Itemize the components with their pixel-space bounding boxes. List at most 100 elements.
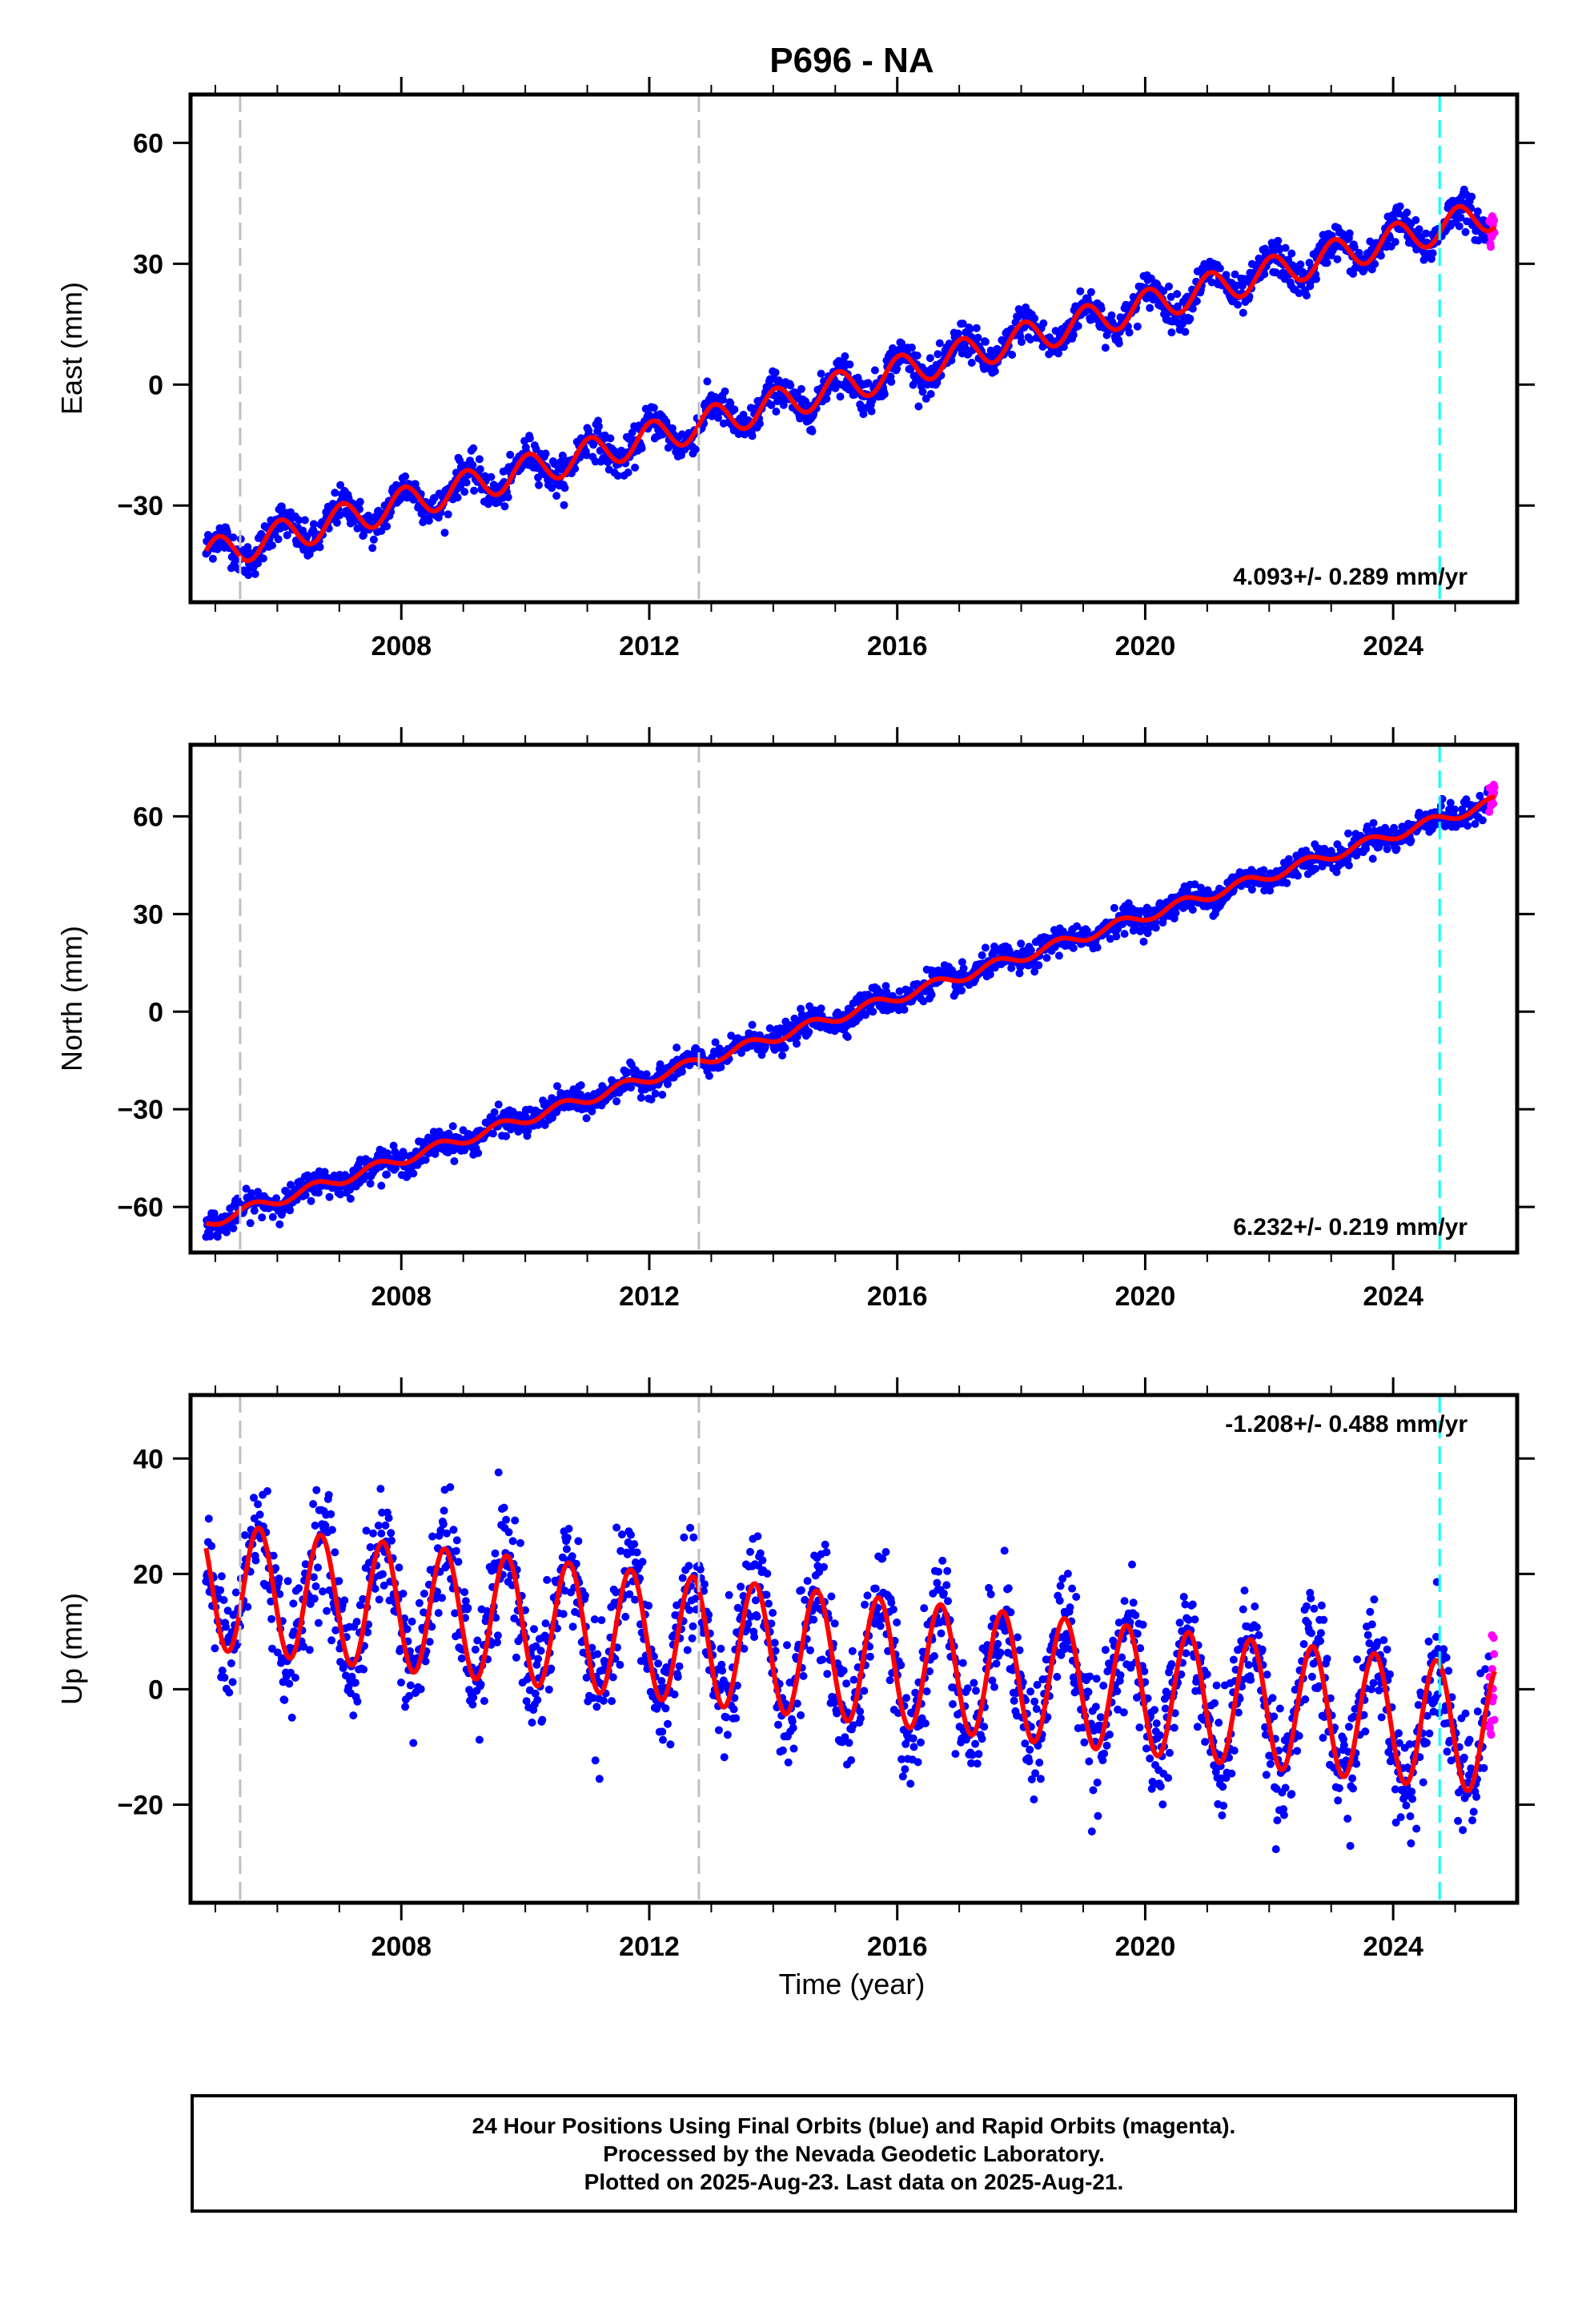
final-orbit-point <box>737 1582 745 1591</box>
final-orbit-point <box>387 1536 396 1545</box>
plot-area <box>202 745 1499 1252</box>
final-orbit-point <box>500 502 509 511</box>
final-orbit-point <box>254 559 263 568</box>
final-orbit-points <box>202 1468 1493 1854</box>
final-orbit-point <box>986 970 994 979</box>
final-orbit-point <box>247 1189 256 1197</box>
final-orbit-point <box>1390 823 1399 832</box>
final-orbit-point <box>383 1170 391 1179</box>
final-orbit-point <box>1146 304 1154 312</box>
final-orbit-point <box>428 1622 436 1631</box>
final-orbit-point <box>718 1667 727 1675</box>
final-orbit-point <box>902 1694 911 1703</box>
final-orbit-point <box>309 1573 318 1582</box>
final-orbit-point <box>259 554 267 563</box>
final-orbit-point <box>842 1679 851 1688</box>
final-orbit-point <box>926 354 934 363</box>
final-orbit-point <box>1428 249 1437 258</box>
final-orbit-point <box>307 1196 315 1205</box>
final-orbit-point <box>725 1590 733 1599</box>
final-orbit-point <box>552 492 561 501</box>
final-orbit-point <box>651 1089 660 1098</box>
final-orbit-point <box>827 1592 836 1601</box>
final-orbit-point <box>504 493 512 501</box>
final-orbit-point <box>1017 939 1026 948</box>
final-orbit-point <box>369 535 378 544</box>
final-orbit-point <box>599 1696 608 1705</box>
final-orbit-point <box>673 1673 682 1681</box>
final-orbit-point <box>630 1540 639 1549</box>
final-orbit-point <box>502 1132 511 1140</box>
final-orbit-point <box>781 1043 789 1052</box>
final-orbit-point <box>1159 287 1168 296</box>
final-orbit-point <box>346 1185 355 1194</box>
final-orbit-point <box>721 387 729 396</box>
final-orbit-point <box>616 1546 625 1555</box>
x-tick-label: 2016 <box>867 1281 928 1312</box>
final-orbit-point <box>876 988 885 997</box>
y-tick-label: 30 <box>133 249 163 279</box>
final-orbit-point <box>863 1591 872 1600</box>
final-orbit-point <box>664 1719 672 1728</box>
final-orbit-point <box>1107 311 1116 320</box>
final-orbit-point <box>632 1548 641 1557</box>
final-orbit-point <box>720 1753 729 1762</box>
final-orbit-point <box>845 1739 853 1747</box>
final-orbit-point <box>368 544 377 553</box>
final-orbit-point <box>366 1180 375 1188</box>
final-orbit-point <box>1234 300 1242 309</box>
final-orbit-point <box>409 1739 418 1747</box>
final-orbit-point <box>324 1490 333 1499</box>
final-orbit-point <box>434 1609 443 1618</box>
final-orbit-point <box>786 381 795 390</box>
final-orbit-point <box>547 1664 556 1673</box>
final-orbit-point <box>406 1681 415 1690</box>
final-orbit-point <box>217 1572 226 1581</box>
final-orbit-point <box>624 468 632 476</box>
final-orbit-point <box>464 1603 472 1612</box>
final-orbit-point <box>420 1590 428 1598</box>
final-orbit-point <box>856 1707 865 1716</box>
final-orbit-point <box>1151 923 1160 932</box>
final-orbit-point <box>374 1522 383 1530</box>
final-orbit-point <box>733 1681 741 1690</box>
final-orbit-point <box>332 518 341 527</box>
axes-frame <box>188 92 1520 605</box>
final-orbit-point <box>722 1713 731 1722</box>
final-orbit-point <box>1042 954 1051 963</box>
final-orbit-point <box>309 1500 318 1509</box>
final-orbit-point <box>797 384 805 393</box>
final-orbit-point <box>871 1584 880 1593</box>
final-orbit-point <box>765 1024 774 1032</box>
final-orbit-point <box>913 352 921 360</box>
final-orbit-point <box>661 1704 670 1713</box>
final-orbit-point <box>592 1703 601 1711</box>
final-orbit-point <box>1101 344 1110 352</box>
final-orbit-point <box>1468 192 1476 201</box>
final-orbit-point <box>1274 236 1283 245</box>
final-orbit-point <box>1106 935 1114 943</box>
final-orbit-point <box>642 1070 651 1079</box>
final-orbit-point <box>469 444 478 452</box>
final-orbit-point <box>860 1687 869 1695</box>
rapid-orbit-point <box>1490 782 1499 791</box>
final-orbit-point <box>861 1600 869 1609</box>
final-orbit-point <box>273 1648 282 1657</box>
final-orbit-point <box>218 1667 227 1675</box>
final-orbit-point <box>901 1765 909 1774</box>
final-orbit-point <box>847 1756 856 1764</box>
final-orbit-point <box>572 1559 580 1568</box>
y-tick-label: 0 <box>148 370 163 400</box>
final-orbit-point <box>881 982 890 991</box>
final-orbit-point <box>900 1005 909 1014</box>
final-orbit-point <box>770 1638 779 1647</box>
final-orbit-point <box>424 517 433 525</box>
final-orbit-point <box>1311 864 1320 873</box>
final-orbit-point <box>211 1644 219 1653</box>
final-orbit-point <box>421 1156 430 1164</box>
final-orbit-point <box>530 1625 538 1634</box>
final-orbit-point <box>685 1562 693 1570</box>
final-orbit-point <box>1281 243 1290 252</box>
final-orbit-point <box>839 1667 848 1675</box>
